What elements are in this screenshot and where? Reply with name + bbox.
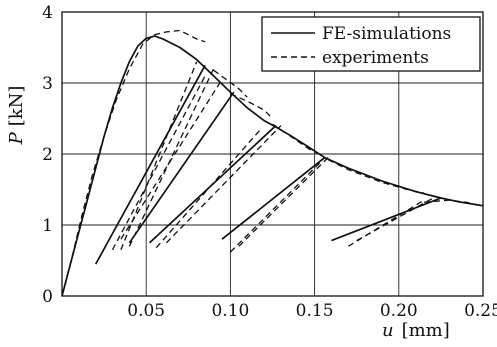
y-tick-label: 2 [42,145,53,165]
fe-curve-segment [94,64,206,265]
legend: FE-simulations experiments [261,16,481,72]
experiment-curve-segment [424,199,484,207]
x-axis-unit: [mm] [402,320,450,341]
series-experiments [61,29,484,297]
x-tick-label: 0.10 [211,301,249,321]
experiment-curve-segment [111,75,206,251]
legend-label-exp: experiments [322,48,429,68]
experiment-curve-segment [229,159,324,253]
y-tick-label: 4 [42,3,53,23]
x-axis-label: u [mm] [382,320,450,341]
x-tick-label: 0.25 [464,301,497,321]
y-axis-unit: [kN] [6,86,27,127]
x-tick-label: 0.15 [296,301,334,321]
y-axis-label: P [kN] [6,86,27,146]
experiment-curve-segment [128,68,215,247]
y-axis-symbol: P [6,131,27,145]
tick-labels: 0.05 0.10 0.15 0.20 0.25 0 1 2 3 4 [42,3,497,321]
y-tick-label: 0 [42,287,53,307]
experiment-curve-segment [356,196,437,242]
legend-label-fe: FE-simulations [322,24,451,44]
x-tick-label: 0.05 [127,301,165,321]
y-tick-label: 1 [42,216,53,236]
x-tick-label: 0.20 [380,301,418,321]
fe-curve-segment [61,35,484,297]
x-axis-symbol: u [382,320,394,341]
experiment-curve-segment [155,128,262,249]
y-tick-label: 3 [42,74,53,94]
experiment-curve-segment [61,29,206,297]
legend-box [261,16,481,72]
experiment-curve-segment [120,79,223,240]
fe-curve-segment [128,91,235,244]
series-layer [61,29,484,297]
experiment-curve-segment [327,159,425,194]
experiment-curve-segment [272,123,324,157]
fe-curve-segment [221,156,326,240]
experiment-curve-segment [230,93,273,119]
experiment-curve-segment [165,125,282,244]
experiment-curve-segment [238,157,329,247]
series-fe-simulations [61,35,484,297]
fe-curve-segment [331,197,442,242]
experiment-curve-segment [213,69,248,98]
plot-frame [61,11,484,297]
